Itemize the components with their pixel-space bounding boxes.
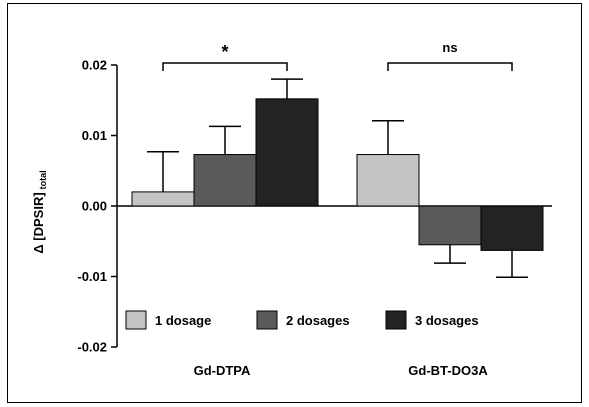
error-bars [147,78,528,278]
significance-annotations: * ns [162,40,513,71]
x-category-label: Gd-DTPA [194,363,251,378]
significance-bracket [162,62,288,71]
legend-label: 2 dosages [286,313,350,328]
legend-swatch [256,310,278,330]
bar [480,205,544,251]
y-tick-label: 0.00 [82,199,107,214]
y-tick-label: 0.01 [82,128,107,143]
y-axis-label-subscript: total [38,170,48,189]
x-category-label: Gd-BT-DO3A [408,363,488,378]
y-tick-label: -0.02 [77,340,107,355]
y-tick-label: 0.02 [82,58,107,73]
bar [255,98,319,207]
legend-label: 1 dosage [155,313,211,328]
legend-swatch [125,310,147,330]
legend-label: 3 dosages [415,313,479,328]
y-tick-label: -0.01 [77,269,107,284]
y-axis-label: Δ [DPSIR] total [31,170,48,253]
bar [418,205,482,246]
significance-label: * [221,42,228,62]
bar [131,191,195,207]
bars [131,98,544,251]
bar [356,154,420,207]
significance-bracket [387,62,513,71]
legend-swatch [385,310,407,330]
legend: 1 dosage 2 dosages 3 dosages [125,310,479,330]
bar [193,154,257,207]
significance-label: ns [442,40,457,55]
y-axis-label-main: Δ [DPSIR] [31,192,46,253]
